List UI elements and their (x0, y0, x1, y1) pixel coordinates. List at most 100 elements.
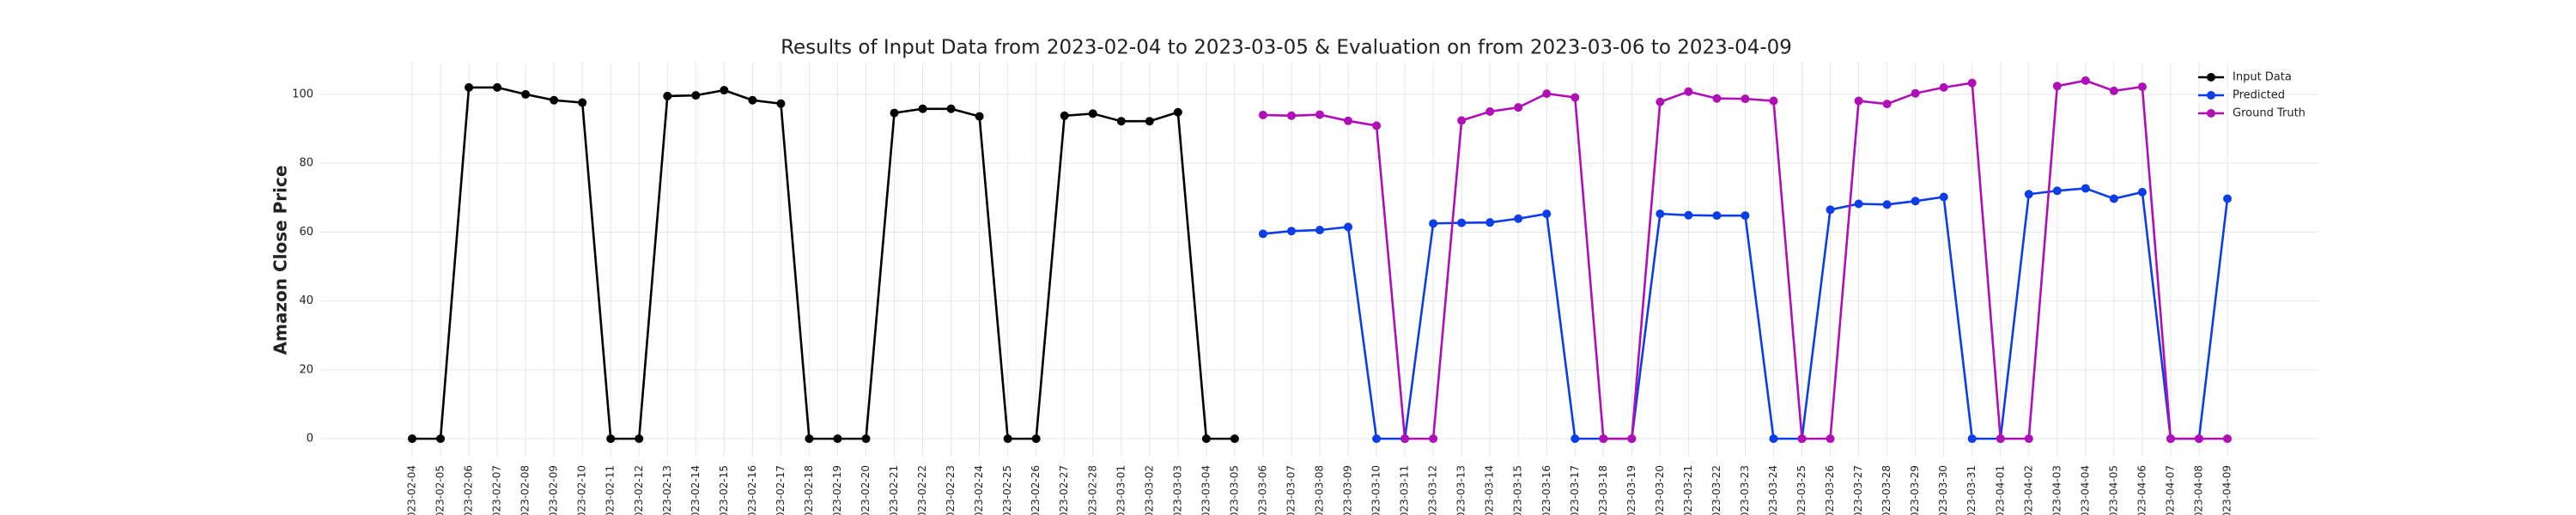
data-point (436, 434, 446, 444)
data-point (1315, 110, 1324, 119)
x-tick-label: 2023-03-24 (1767, 465, 1779, 515)
data-point (1173, 107, 1182, 117)
data-point (2024, 434, 2033, 444)
data-point (1939, 192, 1948, 202)
x-tick-label: 2023-02-28 (1086, 465, 1098, 515)
x-tick-label: 2023-03-30 (1937, 465, 1949, 515)
data-point (975, 112, 984, 121)
x-tick-label: 2023-03-25 (1795, 465, 1807, 515)
data-point (720, 86, 729, 95)
x-tick-label: 2023-02-14 (690, 465, 702, 515)
x-tick-label: 2023-03-13 (1455, 465, 1467, 515)
data-point (1201, 434, 1211, 444)
data-point (1627, 434, 1637, 444)
data-point (2137, 82, 2147, 92)
x-tick-label: 2023-02-09 (548, 465, 560, 515)
data-point (606, 434, 616, 444)
x-tick-label: 2023-02-07 (491, 465, 503, 515)
x-tick-label: 2023-02-04 (406, 465, 418, 515)
data-point (1854, 199, 1863, 209)
x-tick-label: 2023-02-05 (434, 465, 447, 515)
x-tick-label: 2023-02-16 (746, 465, 758, 515)
legend-marker (2207, 73, 2215, 82)
data-point (1826, 205, 1835, 215)
data-point (1967, 434, 1977, 444)
data-point (1882, 200, 1892, 209)
data-point (1060, 111, 1069, 120)
x-tick-label: 2023-02-21 (888, 465, 900, 515)
data-point (663, 91, 672, 100)
x-tick-label: 2023-03-12 (1427, 465, 1439, 515)
x-tick-label: 2023-03-23 (1739, 465, 1751, 515)
x-tick-label: 2023-03-10 (1370, 465, 1382, 515)
x-tick-label: 2023-04-01 (1994, 465, 2006, 515)
y-axis-label: Amazon Close Price (270, 166, 291, 355)
data-point (1088, 109, 1097, 118)
data-point (1457, 218, 1467, 227)
data-point (1797, 434, 1807, 444)
y-tick-label: 100 (292, 88, 313, 100)
x-tick-label: 2023-02-17 (775, 465, 787, 515)
data-point (2137, 187, 2147, 197)
data-point (465, 82, 474, 92)
data-point (1344, 116, 1353, 125)
data-point (1457, 116, 1467, 125)
data-point (1258, 229, 1267, 239)
data-point (748, 95, 757, 105)
data-point (1485, 106, 1495, 116)
data-point (1741, 211, 1750, 221)
data-point (1826, 434, 1835, 444)
x-tick-label: 2023-03-28 (1880, 465, 1893, 515)
x-tick-label: 2023-02-13 (661, 465, 673, 515)
x-tick-label: 2023-03-17 (1569, 465, 1581, 515)
x-tick-label: 2023-02-06 (463, 465, 475, 515)
data-point (1003, 434, 1012, 444)
data-point (1429, 434, 1438, 444)
x-tick-label: 2023-02-12 (633, 465, 645, 515)
data-point (1911, 88, 1920, 98)
x-tick-label: 2023-04-09 (2221, 465, 2233, 515)
data-point (2223, 194, 2232, 203)
data-point (1571, 93, 1580, 102)
x-tick-label: 2023-03-04 (1200, 465, 1212, 515)
data-point (1400, 434, 1410, 444)
x-tick-label: 2023-02-15 (718, 465, 730, 515)
x-tick-label: 2023-03-02 (1143, 465, 1155, 515)
x-tick-label: 2023-03-26 (1824, 465, 1836, 515)
x-tick-label: 2023-04-05 (2107, 465, 2119, 515)
legend-label: Predicted (2233, 89, 2285, 102)
y-tick-label: 40 (299, 294, 313, 307)
legend-marker (2207, 109, 2215, 118)
data-point (1429, 219, 1438, 228)
data-point (776, 99, 786, 108)
data-point (2166, 434, 2175, 444)
data-point (946, 104, 956, 113)
x-tick-label: 2023-04-08 (2192, 465, 2204, 515)
data-point (1372, 121, 1382, 130)
x-tick-label: 2023-03-21 (1682, 465, 1694, 515)
y-tick-label: 80 (299, 157, 313, 170)
x-tick-label: 2023-02-23 (945, 465, 957, 515)
data-point (2052, 82, 2062, 91)
x-tick-label: 2023-03-18 (1597, 465, 1609, 515)
y-tick-label: 0 (307, 433, 313, 445)
data-point (1854, 96, 1863, 106)
data-point (1542, 209, 1552, 219)
x-tick-label: 2023-02-10 (576, 465, 588, 515)
data-point (1258, 110, 1267, 119)
data-point (1712, 94, 1722, 103)
data-point (918, 104, 927, 113)
x-tick-label: 2023-03-16 (1540, 465, 1552, 515)
data-point (1967, 78, 1977, 88)
data-point (1741, 94, 1750, 104)
x-tick-label: 2023-04-04 (2079, 465, 2091, 515)
data-point (1712, 211, 1722, 221)
data-point (635, 434, 644, 444)
x-tick-label: 2023-02-27 (1058, 465, 1070, 515)
x-tick-label: 2023-03-27 (1852, 465, 1864, 515)
data-point (1542, 89, 1552, 99)
data-point (1145, 117, 1154, 126)
x-tick-label: 2023-03-06 (1256, 465, 1268, 515)
data-point (1286, 111, 1296, 120)
